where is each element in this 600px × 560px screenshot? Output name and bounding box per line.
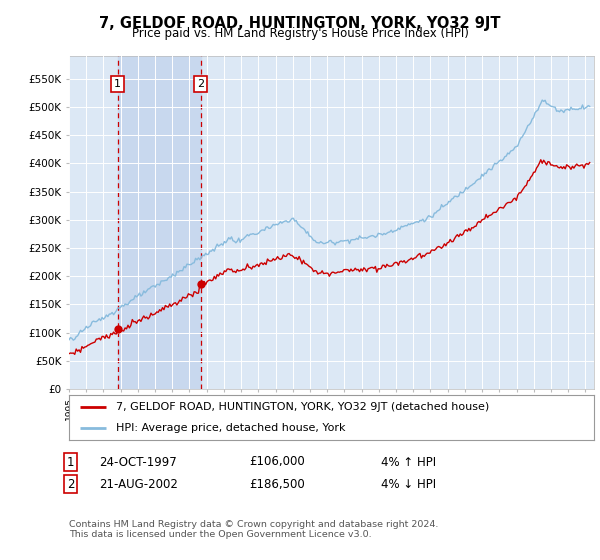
Text: Price paid vs. HM Land Registry's House Price Index (HPI): Price paid vs. HM Land Registry's House … bbox=[131, 27, 469, 40]
Text: £186,500: £186,500 bbox=[249, 478, 305, 491]
Text: 2: 2 bbox=[67, 478, 74, 491]
Text: HPI: Average price, detached house, York: HPI: Average price, detached house, York bbox=[116, 423, 346, 433]
Text: 4% ↓ HPI: 4% ↓ HPI bbox=[381, 478, 436, 491]
Text: 24-OCT-1997: 24-OCT-1997 bbox=[99, 455, 177, 469]
Text: 7, GELDOF ROAD, HUNTINGTON, YORK, YO32 9JT: 7, GELDOF ROAD, HUNTINGTON, YORK, YO32 9… bbox=[99, 16, 501, 31]
Text: Contains HM Land Registry data © Crown copyright and database right 2024.
This d: Contains HM Land Registry data © Crown c… bbox=[69, 520, 439, 539]
Text: 21-AUG-2002: 21-AUG-2002 bbox=[99, 478, 178, 491]
Text: 1: 1 bbox=[67, 455, 74, 469]
Text: 1: 1 bbox=[114, 79, 121, 89]
Text: £106,000: £106,000 bbox=[249, 455, 305, 469]
Bar bbox=[118, 56, 200, 389]
Text: 4% ↑ HPI: 4% ↑ HPI bbox=[381, 455, 436, 469]
Text: 7, GELDOF ROAD, HUNTINGTON, YORK, YO32 9JT (detached house): 7, GELDOF ROAD, HUNTINGTON, YORK, YO32 9… bbox=[116, 402, 490, 412]
Text: 2: 2 bbox=[197, 79, 204, 89]
